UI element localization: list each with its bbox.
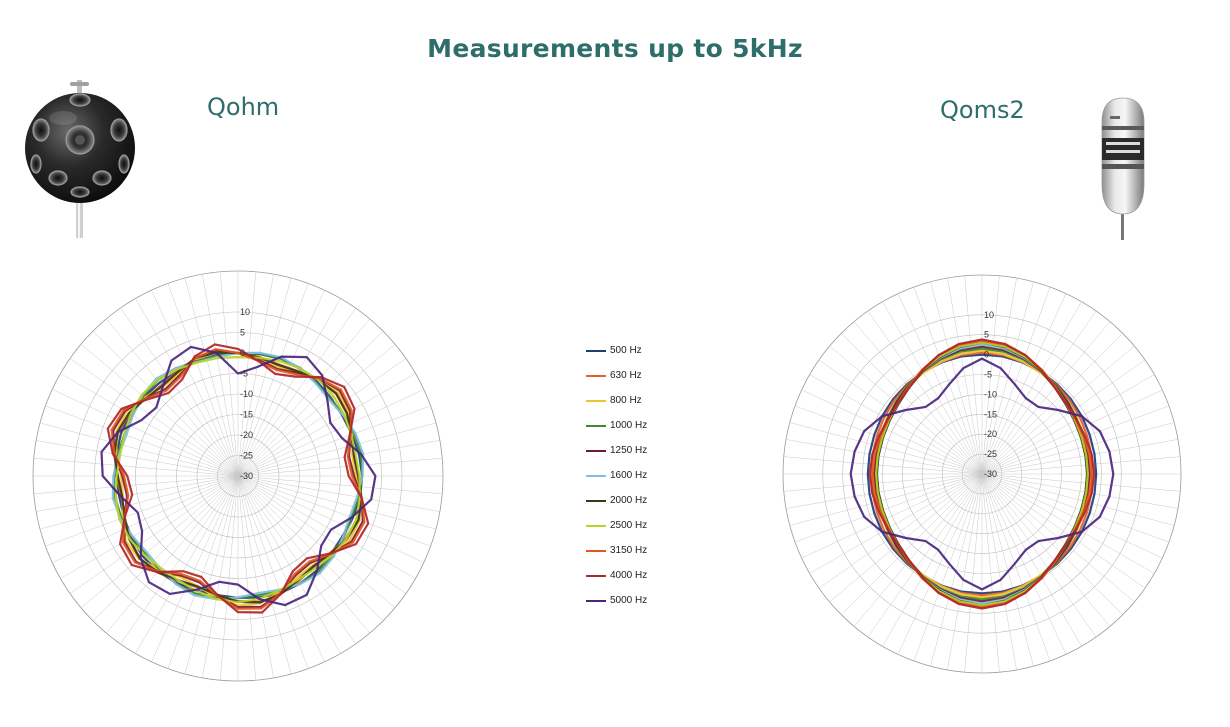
legend-swatch (586, 374, 606, 377)
legend-item: 4000 Hz (586, 563, 647, 588)
legend-item: 5000 Hz (586, 588, 647, 613)
legend-swatch (586, 424, 606, 427)
legend-item: 2000 Hz (586, 488, 647, 513)
polar-grid-ring (217, 455, 259, 497)
legend-label: 1600 Hz (610, 470, 648, 481)
polar-grid-ring (902, 394, 1062, 554)
polar-series-800hz (115, 350, 361, 607)
polar-grid-ring (73, 311, 403, 641)
polar-tick-label: 5 (240, 328, 245, 338)
polar-tick-label: -20 (240, 430, 253, 440)
polar-tick-label: 5 (984, 330, 989, 340)
legend: 500 Hz 630 Hz 800 Hz 1000 Hz 1250 Hz 1600 Hz 2… (586, 338, 647, 613)
spherical-microphone-array-image (25, 80, 135, 238)
polar-grid-ring (196, 434, 280, 518)
polar-tick-label: -5 (240, 369, 248, 379)
legend-swatch (586, 474, 606, 477)
polar-series-3150hz (110, 348, 366, 610)
polar-tick-label: 10 (984, 310, 994, 320)
legend-label: 2500 Hz (610, 520, 648, 531)
qoms2-title: Qoms2 (940, 96, 1025, 124)
legend-item: 1000 Hz (586, 413, 647, 438)
polar-series-630hz (870, 351, 1094, 597)
legend-swatch (586, 449, 606, 452)
cylindrical-microphone-image (1101, 97, 1145, 240)
polar-grid-ring (922, 414, 1043, 535)
qohm-title: Qohm (207, 93, 280, 121)
legend-swatch (586, 574, 606, 577)
qoms2-polar-chart: 10 5 0 -5 -10 -15 -20 -25 -30 (782, 274, 1182, 674)
legend-label: 4000 Hz (610, 570, 648, 581)
legend-item: 630 Hz (586, 363, 647, 388)
legend-label: 2000 Hz (610, 495, 648, 506)
qohm-polar-chart: 10 5 0 -5 -10 -15 -20 -25 -30 (32, 270, 444, 682)
polar-tick-label: -25 (240, 451, 253, 461)
legend-label: 5000 Hz (610, 595, 648, 606)
polar-series-4000hz (868, 338, 1096, 610)
polar-tick-label: -30 (984, 469, 997, 479)
polar-tick-label: -25 (984, 449, 997, 459)
legend-label: 630 Hz (610, 370, 642, 381)
legend-swatch (586, 349, 606, 352)
polar-grid-ring (155, 393, 321, 559)
legend-item: 2500 Hz (586, 513, 647, 538)
polar-grid-ring (882, 374, 1082, 574)
polar-series-2500hz (114, 355, 361, 604)
legend-item: 3150 Hz (586, 538, 647, 563)
polar-tick-label: -15 (984, 409, 997, 419)
polar-grid-ring (94, 332, 382, 620)
polar-tick-label: 10 (240, 307, 250, 317)
polar-tick-label: 0 (984, 350, 989, 360)
legend-swatch (586, 499, 606, 502)
polar-series-1250hz (112, 348, 364, 609)
legend-label: 500 Hz (610, 345, 642, 356)
legend-item: 500 Hz (586, 338, 647, 363)
polar-tick-label: -20 (984, 429, 997, 439)
legend-swatch (586, 549, 606, 552)
polar-tick-label: -10 (984, 389, 997, 399)
polar-grid-ring (176, 414, 300, 538)
legend-swatch (586, 599, 606, 602)
polar-series-4000hz (106, 343, 370, 614)
polar-series-5000hz (100, 345, 377, 607)
legend-item: 1250 Hz (586, 438, 647, 463)
legend-label: 1000 Hz (610, 420, 648, 431)
legend-swatch (586, 399, 606, 402)
polar-tick-label: 0 (240, 348, 245, 358)
polar-tick-label: -5 (984, 370, 992, 380)
polar-grid-ring (941, 433, 1023, 515)
polar-tick-label: -30 (240, 471, 253, 481)
polar-grid-ring (961, 453, 1003, 495)
page-title: Measurements up to 5kHz (427, 34, 803, 63)
legend-item: 1600 Hz (586, 463, 647, 488)
polar-tick-label: -10 (240, 389, 253, 399)
polar-tick-label: -15 (240, 410, 253, 420)
legend-label: 1250 Hz (610, 445, 648, 456)
polar-series-5000hz (849, 357, 1115, 591)
legend-swatch (586, 524, 606, 527)
legend-label: 3150 Hz (610, 545, 648, 556)
polar-grid-ring (842, 334, 1122, 614)
polar-grid-ring (822, 314, 1142, 634)
legend-item: 800 Hz (586, 388, 647, 413)
polar-series-1600hz (111, 351, 365, 601)
legend-label: 800 Hz (610, 395, 642, 406)
